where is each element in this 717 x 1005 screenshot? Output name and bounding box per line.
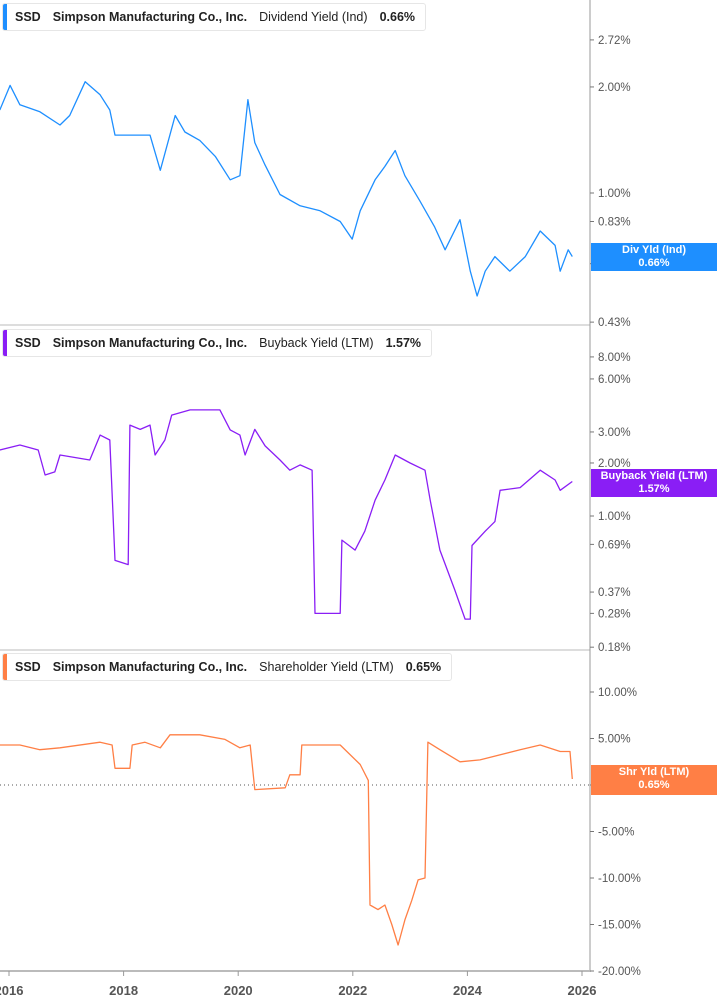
y-tick-label: -5.00%: [598, 827, 634, 839]
y-tick-label: 0.28%: [598, 608, 631, 620]
legend-company: Simpson Manufacturing Co., Inc.: [52, 336, 248, 350]
legend-company: Simpson Manufacturing Co., Inc.: [52, 10, 248, 24]
legend-color-bar: [3, 330, 7, 356]
y-tick-label: 1.00%: [598, 188, 631, 200]
y-tick-label: 0.43%: [598, 317, 631, 329]
x-tick-label: 2024: [453, 983, 483, 998]
y-tick-label: -15.00%: [598, 920, 641, 932]
legend-metric: Shareholder Yield (LTM): [259, 660, 394, 674]
y-tick-label: 8.00%: [598, 352, 631, 364]
y-tick-label: -10.00%: [598, 873, 641, 885]
y-tick-label: 0.37%: [598, 587, 631, 599]
y-tick-label: -20.00%: [598, 966, 641, 978]
legend-company: Simpson Manufacturing Co., Inc.: [52, 660, 248, 674]
y-tick-label: 2.72%: [598, 35, 631, 47]
y-tick-label: 5.00%: [598, 734, 631, 746]
x-tick-label: 2022: [338, 983, 367, 998]
tag-label: Div Yld (Ind): [622, 244, 686, 256]
legend-color-bar: [3, 4, 7, 30]
tag-value: 0.65%: [638, 779, 670, 791]
legend-metric: Buyback Yield (LTM): [259, 336, 374, 350]
y-tick-label: 2.00%: [598, 458, 631, 470]
y-tick-label: 10.00%: [598, 687, 637, 699]
tag-value: 1.57%: [638, 483, 670, 495]
y-tick-label: 0.18%: [598, 642, 631, 654]
legend-color-bar: [3, 654, 7, 680]
legend-value: 0.66%: [379, 10, 416, 24]
legend-ticker: SSD: [15, 10, 41, 24]
series-line-div: [0, 81, 573, 297]
tag-value: 0.66%: [638, 257, 670, 269]
legend-value: 0.65%: [405, 660, 442, 674]
tag-label: Shr Yld (LTM): [618, 766, 690, 778]
x-tick-label: 2016: [0, 983, 23, 998]
legend-buyback-yield: SSD Simpson Manufacturing Co., Inc. Buyb…: [2, 329, 433, 357]
last-value-tag-dividend: Div Yld (Ind) 0.66%: [591, 243, 717, 271]
x-tick-label: 2018: [109, 983, 138, 998]
series-line-buy: [0, 409, 573, 620]
y-tick-label: 1.00%: [598, 511, 631, 523]
last-value-tag-shareholder: Shr Yld (LTM) 0.65%: [591, 765, 717, 795]
y-tick-label: 6.00%: [598, 374, 631, 386]
legend-shareholder-yield: SSD Simpson Manufacturing Co., Inc. Shar…: [2, 653, 453, 681]
legend-value: 1.57%: [385, 336, 422, 350]
y-tick-label: 0.69%: [598, 539, 631, 551]
y-tick-label: 3.00%: [598, 427, 631, 439]
x-tick-label: 2026: [568, 983, 597, 998]
tag-label: Buyback Yield (LTM): [600, 470, 708, 482]
legend-metric: Dividend Yield (Ind): [259, 10, 368, 24]
x-tick-label: 2020: [224, 983, 253, 998]
legend-dividend-yield: SSD Simpson Manufacturing Co., Inc. Divi…: [2, 3, 427, 31]
series-line-shr: [0, 734, 573, 946]
last-value-tag-buyback: Buyback Yield (LTM) 1.57%: [591, 469, 717, 497]
legend-ticker: SSD: [15, 336, 41, 350]
legend-ticker: SSD: [15, 660, 41, 674]
y-tick-label: 2.00%: [598, 82, 631, 94]
y-tick-label: 0.83%: [598, 217, 631, 229]
